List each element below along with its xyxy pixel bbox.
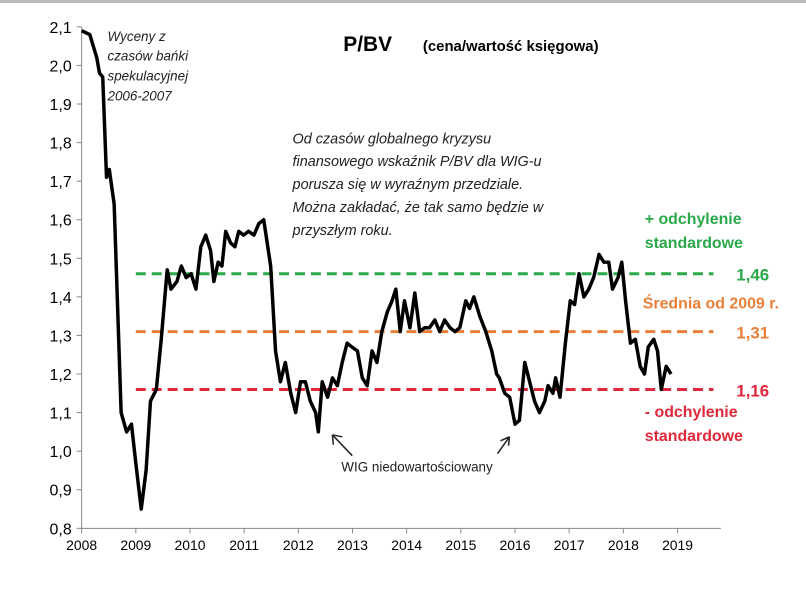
y-tick-label: 0,8	[50, 521, 72, 538]
x-tick-label: 2014	[391, 537, 422, 553]
y-tick-label: 1,4	[50, 290, 72, 307]
range-note: finansowego wskaźnik P/BV dla WIG-u	[293, 154, 542, 170]
y-tick-label: 1,2	[50, 367, 72, 384]
bubble-note: 2006-2007	[107, 89, 173, 104]
x-tick-label: 2009	[120, 537, 151, 553]
x-tick-label: 2013	[337, 537, 368, 553]
reference-caption: standardowe	[645, 235, 743, 252]
range-note: przyszłym roku.	[292, 223, 393, 239]
reference-caption: Średnia od 2009 r.	[643, 293, 779, 312]
bubble-note: czasów bańki	[108, 49, 190, 64]
reference-value-label: 1,46	[736, 266, 769, 285]
y-tick-label: 2,0	[50, 58, 72, 75]
x-tick-label: 2011	[229, 537, 259, 553]
y-tick-label: 1,9	[50, 97, 72, 114]
bubble-note: Wyceny z	[108, 29, 166, 44]
y-tick-label: 1,5	[50, 251, 72, 268]
reference-caption: standardowe	[645, 428, 743, 445]
annotations: Wyceny z czasów bańki spekulacyjnej 2006-20…	[107, 29, 545, 475]
chart-subtitle: (cena/wartość księgowa)	[423, 38, 599, 55]
reference-value-label: 1,31	[736, 324, 769, 343]
y-tick-label: 1,7	[50, 174, 72, 191]
x-tick-label: 2010	[175, 537, 206, 553]
x-tick-label: 2008	[66, 537, 97, 553]
x-tick-label: 2016	[500, 537, 531, 553]
y-tick-label: 1,0	[50, 444, 72, 461]
reference-value-label: 1,16	[736, 381, 769, 400]
range-note: Można zakładać, że tak samo będzie w	[293, 200, 545, 216]
x-tick-label: 2018	[608, 537, 639, 553]
reference-caption: - odchylenie	[645, 404, 738, 421]
range-note: porusza się w wyraźnym przedziale.	[292, 177, 524, 193]
x-tick-label: 2015	[445, 537, 476, 553]
arrow-icon	[331, 434, 353, 457]
y-tick-label: 1,3	[50, 328, 72, 345]
x-tick-label: 2012	[283, 537, 314, 553]
axes: 0,8 0,9 1,0 1,1 1,2 1,3 1,4 1,5 1,6 1,7 1,8 1,9 2,0 2…	[50, 20, 721, 553]
reference-caption: + odchylenie	[645, 211, 742, 228]
series-line-pbv	[80, 29, 673, 511]
undervalued-note: WIG niedowartościowany	[341, 460, 493, 475]
x-tick-label: 2017	[554, 537, 585, 553]
y-tick-label: 1,6	[50, 213, 72, 230]
reference-lines: 1,46 1,31 1,16 + odchylenie standardowe Średn…	[135, 211, 779, 445]
range-note: Od czasów globalnego kryzysu	[293, 131, 492, 147]
bubble-note: spekulacyjnej	[108, 69, 190, 84]
y-tick-label: 1,1	[50, 406, 72, 423]
y-tick-label: 2,1	[50, 20, 72, 37]
y-tick-label: 0,9	[50, 483, 72, 500]
arrow-icon	[496, 436, 511, 455]
chart-title: P/BV	[343, 33, 392, 56]
y-tick-label: 1,8	[50, 136, 72, 153]
x-tick-label: 2019	[662, 537, 693, 553]
